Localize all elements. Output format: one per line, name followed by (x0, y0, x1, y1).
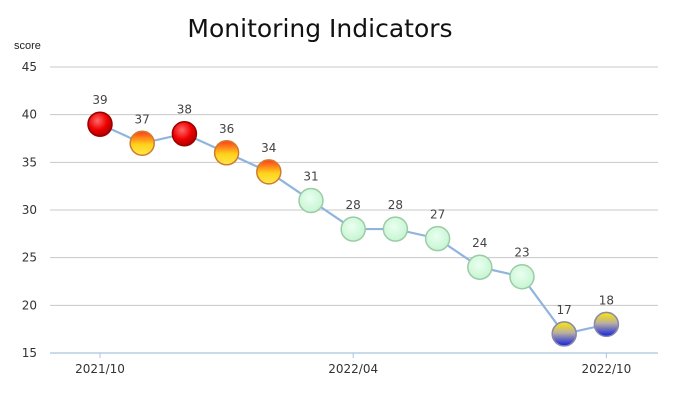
data-label: 39 (92, 93, 107, 107)
data-label: 18 (599, 293, 614, 307)
data-point (340, 216, 366, 242)
data-point (551, 321, 577, 347)
data-label: 37 (135, 112, 150, 126)
y-axis-title: score (14, 40, 41, 52)
data-label: 28 (346, 198, 361, 212)
x-tick-label: 2022/04 (328, 362, 378, 376)
data-label: 36 (219, 122, 234, 136)
data-label: 27 (430, 208, 445, 222)
data-point (467, 254, 493, 280)
y-tick-label: 35 (22, 155, 37, 169)
y-tick-label: 40 (22, 108, 37, 122)
data-point (213, 140, 240, 166)
data-point (509, 263, 535, 290)
data-point (87, 111, 113, 137)
data-point (129, 130, 155, 157)
data-label: 31 (303, 169, 318, 183)
x-tick-label: 2022/10 (581, 362, 631, 376)
data-point (593, 311, 620, 338)
x-tick-label: 2021/10 (75, 362, 125, 376)
data-point (298, 187, 324, 214)
y-tick-label: 45 (22, 60, 37, 74)
data-label: 28 (388, 198, 403, 212)
y-tick-label: 30 (22, 203, 37, 217)
y-tick-label: 25 (22, 251, 37, 265)
y-tick-label: 20 (22, 298, 37, 312)
data-label: 24 (472, 236, 487, 250)
data-point (382, 216, 409, 242)
data-label: 17 (557, 303, 572, 317)
chart-title: Monitoring Indicators (187, 14, 453, 43)
data-label: 34 (261, 141, 276, 155)
y-tick-label: 15 (22, 346, 37, 360)
data-label: 23 (514, 246, 529, 260)
data-point (424, 225, 451, 252)
data-label: 38 (177, 103, 192, 117)
data-point (171, 120, 198, 147)
data-point (256, 159, 282, 185)
